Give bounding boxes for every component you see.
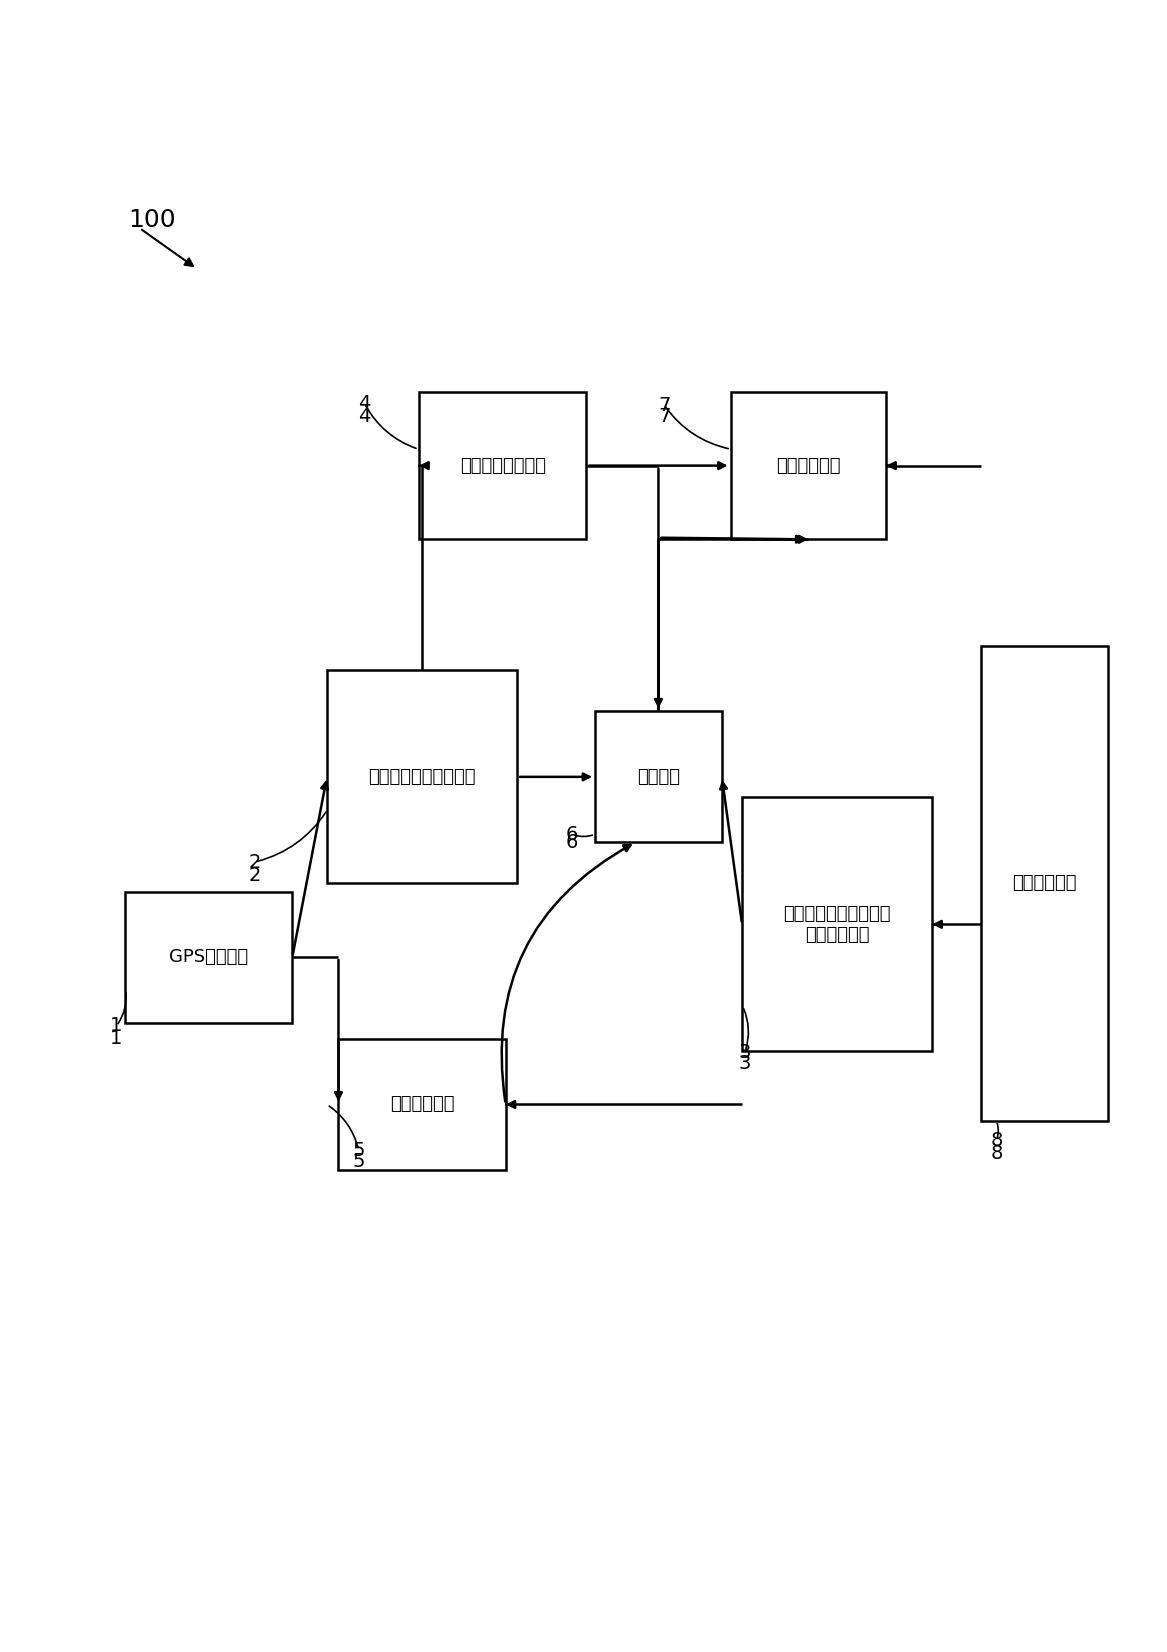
Bar [731, 392, 886, 539]
Text: 100: 100 [128, 208, 176, 231]
Text: 车辆控制模块: 车辆控制模块 [776, 456, 840, 474]
Text: 8: 8 [990, 1132, 1002, 1150]
Bar [981, 646, 1109, 1120]
Text: 8: 8 [990, 1145, 1002, 1163]
Text: 车辆运行数据采集模块: 车辆运行数据采集模块 [369, 768, 476, 786]
Text: GPS导航模块: GPS导航模块 [169, 948, 249, 966]
Bar [125, 892, 293, 1023]
Text: 4: 4 [358, 406, 371, 426]
Text: 地图数据存储模块: 地图数据存储模块 [460, 456, 546, 474]
Text: 人机交互模块: 人机交互模块 [1013, 874, 1077, 892]
Bar [742, 798, 932, 1051]
Bar [595, 712, 722, 843]
Text: 2: 2 [249, 852, 261, 872]
Text: 整车参数与发动机工况
数据存储模块: 整车参数与发动机工况 数据存储模块 [783, 905, 890, 943]
Text: 5: 5 [352, 1153, 365, 1171]
Text: 1: 1 [111, 1029, 123, 1049]
Text: 决策模块: 决策模块 [637, 768, 680, 786]
Text: 6: 6 [566, 833, 578, 852]
Text: 数据运算模块: 数据运算模块 [390, 1095, 454, 1113]
Text: 7: 7 [658, 406, 670, 426]
Bar [327, 671, 517, 884]
Text: 3: 3 [739, 1042, 752, 1062]
Text: 3: 3 [739, 1054, 752, 1074]
Text: 2: 2 [249, 866, 261, 884]
Text: 7: 7 [658, 395, 670, 415]
Bar [419, 392, 586, 539]
Text: 1: 1 [111, 1016, 123, 1036]
Text: 4: 4 [358, 393, 371, 413]
Text: 6: 6 [566, 824, 578, 844]
Text: 5: 5 [352, 1142, 365, 1160]
Bar [338, 1039, 505, 1170]
